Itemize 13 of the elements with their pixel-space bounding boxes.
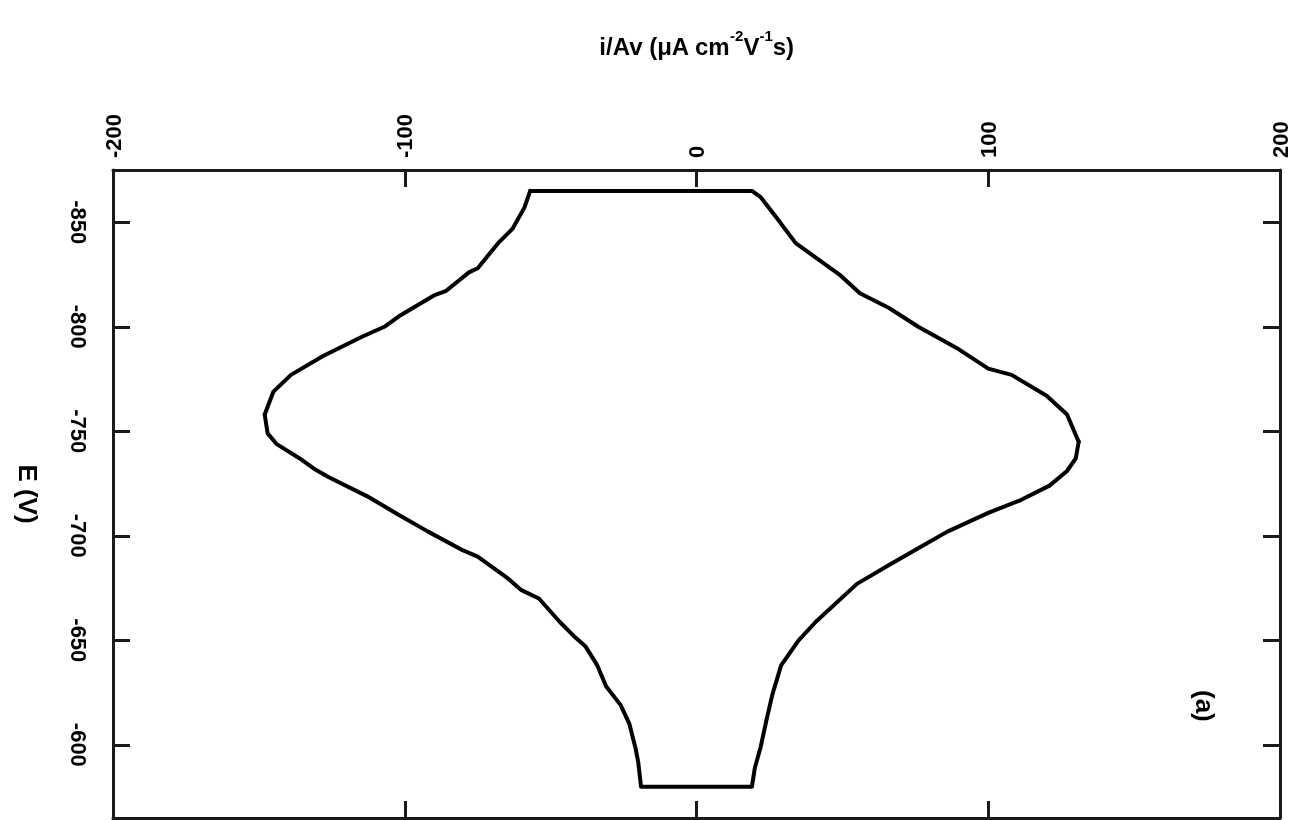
x-tick-label: 200 — [1267, 121, 1293, 158]
y-tick-label: -700 — [65, 513, 91, 558]
y-tick-label: -650 — [65, 618, 91, 663]
y-tick-label: -800 — [65, 304, 91, 349]
y-axis-title: E (V) — [13, 464, 43, 524]
y-tick-label: -600 — [65, 722, 91, 767]
x-tick-label: -200 — [100, 113, 126, 158]
x-tick-label: -100 — [392, 113, 418, 158]
x-tick-label: 100 — [975, 121, 1001, 158]
annotation: (a) — [1190, 690, 1221, 722]
y-tick-label: -750 — [65, 409, 91, 454]
y-tick-label: -850 — [65, 200, 91, 245]
x-tick-label: 0 — [684, 145, 709, 158]
